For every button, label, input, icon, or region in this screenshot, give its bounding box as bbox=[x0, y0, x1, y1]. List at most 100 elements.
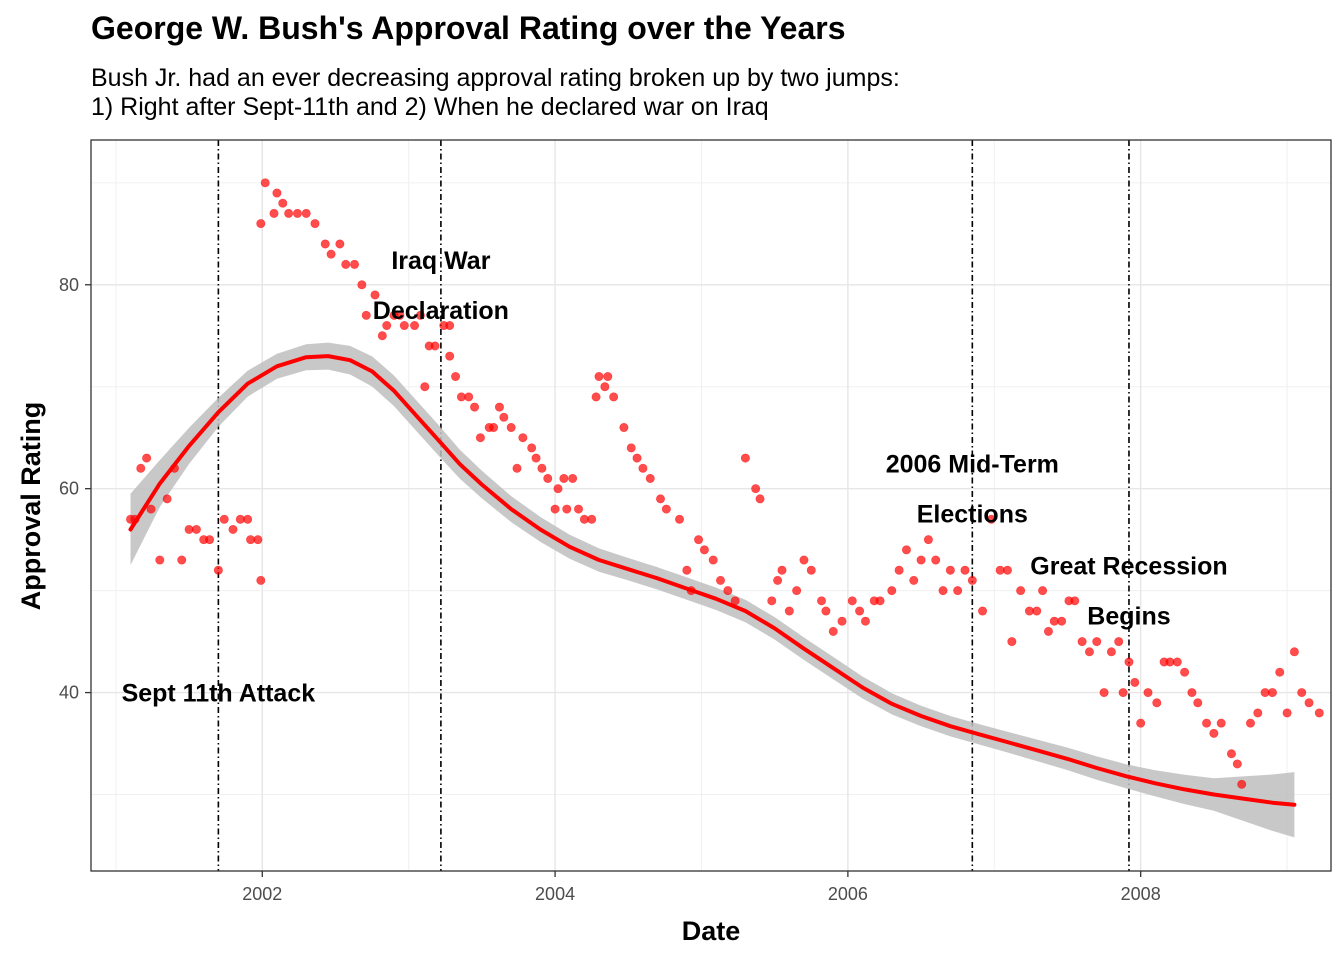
data-point bbox=[357, 280, 367, 290]
data-point bbox=[253, 535, 263, 545]
data-point bbox=[430, 341, 440, 351]
data-point bbox=[916, 555, 926, 565]
data-point bbox=[162, 494, 172, 504]
data-point bbox=[938, 586, 948, 596]
data-point bbox=[708, 555, 718, 565]
data-point bbox=[923, 535, 933, 545]
data-point bbox=[632, 453, 642, 463]
data-point bbox=[773, 575, 783, 585]
data-point bbox=[694, 535, 704, 545]
x-axis-title: Date bbox=[682, 916, 741, 946]
data-point bbox=[875, 596, 885, 606]
data-point bbox=[777, 565, 787, 575]
data-point bbox=[1070, 596, 1080, 606]
data-point bbox=[901, 545, 911, 555]
data-point bbox=[587, 514, 597, 524]
subtitle-line-2: 1) Right after Sept-11th and 2) When he … bbox=[91, 93, 769, 121]
smooth-line-group bbox=[128, 354, 1297, 807]
y-tick-label: 40 bbox=[59, 683, 79, 703]
data-point bbox=[395, 310, 405, 320]
x-tick-label: 2008 bbox=[1121, 884, 1161, 904]
data-point bbox=[1114, 637, 1124, 647]
data-point bbox=[420, 382, 430, 392]
data-point bbox=[594, 372, 604, 382]
event-lines bbox=[217, 140, 1130, 871]
data-point bbox=[1297, 688, 1307, 698]
data-point bbox=[1289, 647, 1299, 657]
data-point bbox=[489, 423, 499, 433]
data-point bbox=[609, 392, 619, 402]
data-point bbox=[986, 514, 996, 524]
data-point bbox=[243, 514, 253, 524]
data-point bbox=[256, 575, 266, 585]
data-point bbox=[146, 504, 156, 514]
chart-subtitle: Bush Jr. had an ever decreasing approval… bbox=[91, 64, 900, 122]
data-point bbox=[326, 249, 336, 259]
data-point bbox=[953, 586, 963, 596]
data-point bbox=[310, 219, 320, 229]
data-point bbox=[675, 514, 685, 524]
data-point bbox=[909, 575, 919, 585]
data-point bbox=[600, 382, 610, 392]
data-point bbox=[860, 616, 870, 626]
data-point bbox=[272, 188, 282, 198]
y-axis-title: Approval Rating bbox=[16, 402, 46, 611]
data-point bbox=[269, 208, 279, 218]
data-points bbox=[126, 178, 1324, 789]
data-point bbox=[142, 453, 152, 463]
data-point bbox=[661, 504, 671, 514]
event-annotations: Sept 11th Attack Iraq War Declaration 2006 … bbox=[122, 247, 1228, 708]
data-point bbox=[828, 626, 838, 636]
data-point bbox=[1143, 688, 1153, 698]
data-point bbox=[1002, 565, 1012, 575]
data-point bbox=[219, 514, 229, 524]
data-point bbox=[1084, 647, 1094, 657]
data-point bbox=[205, 535, 215, 545]
data-point bbox=[410, 321, 420, 331]
data-point bbox=[817, 596, 827, 606]
data-point bbox=[1118, 688, 1128, 698]
data-point bbox=[1216, 718, 1226, 728]
data-point bbox=[464, 392, 474, 402]
data-point bbox=[527, 443, 537, 453]
data-point bbox=[978, 606, 988, 616]
confidence-ribbon-group bbox=[130, 342, 1295, 838]
data-point bbox=[655, 494, 665, 504]
data-point bbox=[638, 463, 648, 473]
data-point bbox=[806, 565, 816, 575]
data-point bbox=[931, 555, 941, 565]
data-point bbox=[716, 575, 726, 585]
event-annotation: 2006 Mid-Term bbox=[886, 451, 1059, 479]
y-tick-label: 80 bbox=[59, 275, 79, 295]
data-point bbox=[320, 239, 330, 249]
chart-title: George W. Bush's Approval Rating over th… bbox=[91, 10, 846, 46]
data-point bbox=[1202, 718, 1212, 728]
event-annotation: Begins bbox=[1087, 603, 1170, 631]
data-point bbox=[784, 606, 794, 616]
data-point bbox=[1187, 688, 1197, 698]
data-point bbox=[1267, 688, 1277, 698]
plot-panel bbox=[91, 140, 1331, 871]
data-point bbox=[1282, 708, 1292, 718]
data-point bbox=[894, 565, 904, 575]
data-point bbox=[506, 423, 516, 433]
data-point bbox=[887, 586, 897, 596]
data-point bbox=[1016, 586, 1026, 596]
data-point bbox=[723, 586, 733, 596]
x-tick-label: 2002 bbox=[242, 884, 282, 904]
data-point bbox=[213, 565, 223, 575]
data-point bbox=[821, 606, 831, 616]
data-point bbox=[550, 504, 560, 514]
data-point bbox=[415, 310, 425, 320]
data-point bbox=[855, 606, 865, 616]
data-point bbox=[228, 524, 238, 534]
data-point bbox=[1193, 698, 1203, 708]
data-point bbox=[740, 453, 750, 463]
data-point bbox=[335, 239, 345, 249]
data-point bbox=[1136, 718, 1146, 728]
data-point bbox=[603, 372, 613, 382]
data-point bbox=[136, 463, 146, 473]
data-point bbox=[699, 545, 709, 555]
confidence-ribbon bbox=[130, 342, 1295, 838]
